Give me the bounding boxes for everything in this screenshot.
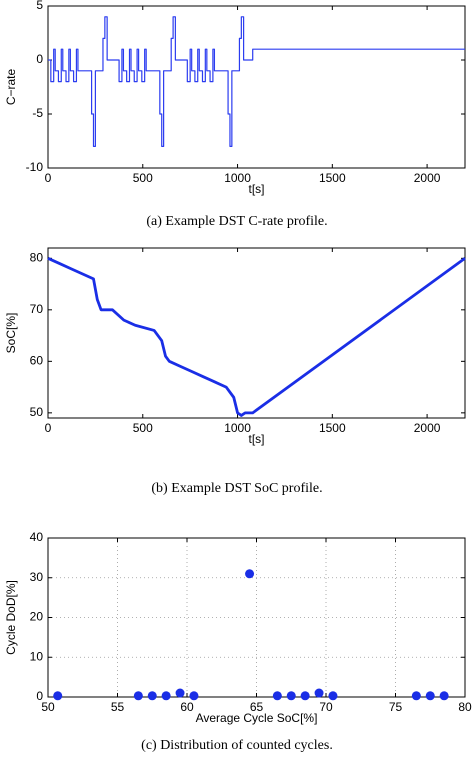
data-point xyxy=(175,688,185,698)
caption: (c) Distribution of counted cycles. xyxy=(141,738,333,753)
data-point xyxy=(439,691,449,701)
y-tick-label: 0 xyxy=(36,689,43,703)
x-tick-label: 55 xyxy=(111,700,125,714)
data-point xyxy=(314,688,324,698)
chart: 50 55 60 65 70 75 80 0 10 20 30 40 Average Cycle SoC… xyxy=(4,530,472,753)
caption: (a) Example DST C-rate profile. xyxy=(146,214,327,229)
y-tick-label: 20 xyxy=(30,610,44,624)
data-point xyxy=(161,691,171,701)
y-tick-label: 0 xyxy=(36,52,43,66)
data-line xyxy=(48,16,465,147)
x-tick-label: 2000 xyxy=(414,421,441,435)
data-point xyxy=(189,691,199,701)
y-axis-label: C−rate xyxy=(4,69,18,106)
axes-box xyxy=(47,537,466,698)
x-axis-label: t[s] xyxy=(248,432,264,446)
x-tick-label: 70 xyxy=(319,700,333,714)
plot-area xyxy=(48,6,465,168)
data-point xyxy=(300,691,310,701)
y-tick-label: 5 xyxy=(36,0,43,12)
y-tick-label: 50 xyxy=(30,405,44,419)
data-point xyxy=(245,569,255,579)
x-tick-label: 1000 xyxy=(224,171,251,185)
y-axis-label: SoC[%] xyxy=(4,313,18,354)
y-tick-label: 60 xyxy=(30,354,44,368)
y-tick-label: 10 xyxy=(30,649,44,663)
axes-box xyxy=(47,5,466,169)
x-tick-label: 75 xyxy=(389,700,403,714)
x-axis-label: Average Cycle SoC[%] xyxy=(196,711,318,725)
chart: 0 500 1000 1500 2000 -10 -5 0 5 t[s] C−rate (a) Exa… xyxy=(4,0,466,229)
chart: 0 500 1000 1500 2000 50 60 70 80 t[s] SoC[%] (b) Ex… xyxy=(4,247,466,496)
x-tick-label: 1000 xyxy=(224,421,251,435)
x-tick-label: 1500 xyxy=(319,421,346,435)
y-tick-label: 70 xyxy=(30,302,44,316)
x-tick-label: 65 xyxy=(250,700,264,714)
x-tick-label: 2000 xyxy=(414,171,441,185)
data-point xyxy=(133,691,143,701)
y-tick-label: 80 xyxy=(30,250,44,264)
data-point xyxy=(328,691,338,701)
x-tick-label: 60 xyxy=(180,700,194,714)
y-tick-label: 40 xyxy=(30,530,44,544)
data-point xyxy=(147,691,157,701)
y-tick-label: -10 xyxy=(26,160,44,174)
x-tick-label: 1500 xyxy=(319,171,346,185)
axes-box xyxy=(47,247,466,419)
y-tick-label: 30 xyxy=(30,570,44,584)
data-point xyxy=(411,691,421,701)
data-point xyxy=(286,691,296,701)
x-tick-label: 80 xyxy=(458,700,472,714)
y-tick-label: -5 xyxy=(32,106,43,120)
x-axis-label: t[s] xyxy=(248,182,264,196)
data-point xyxy=(272,691,282,701)
plot-area xyxy=(48,248,465,418)
x-tick-label: 500 xyxy=(133,171,153,185)
x-tick-label: 0 xyxy=(45,421,52,435)
caption: (b) Example DST SoC profile. xyxy=(151,481,322,496)
data-point xyxy=(53,691,63,701)
y-axis-label: Cycle DoD[%] xyxy=(4,580,18,655)
x-tick-label: 500 xyxy=(133,421,153,435)
x-tick-label: 0 xyxy=(45,171,52,185)
data-point xyxy=(425,691,435,701)
data-line xyxy=(47,257,466,417)
x-tick-label: 50 xyxy=(41,700,55,714)
